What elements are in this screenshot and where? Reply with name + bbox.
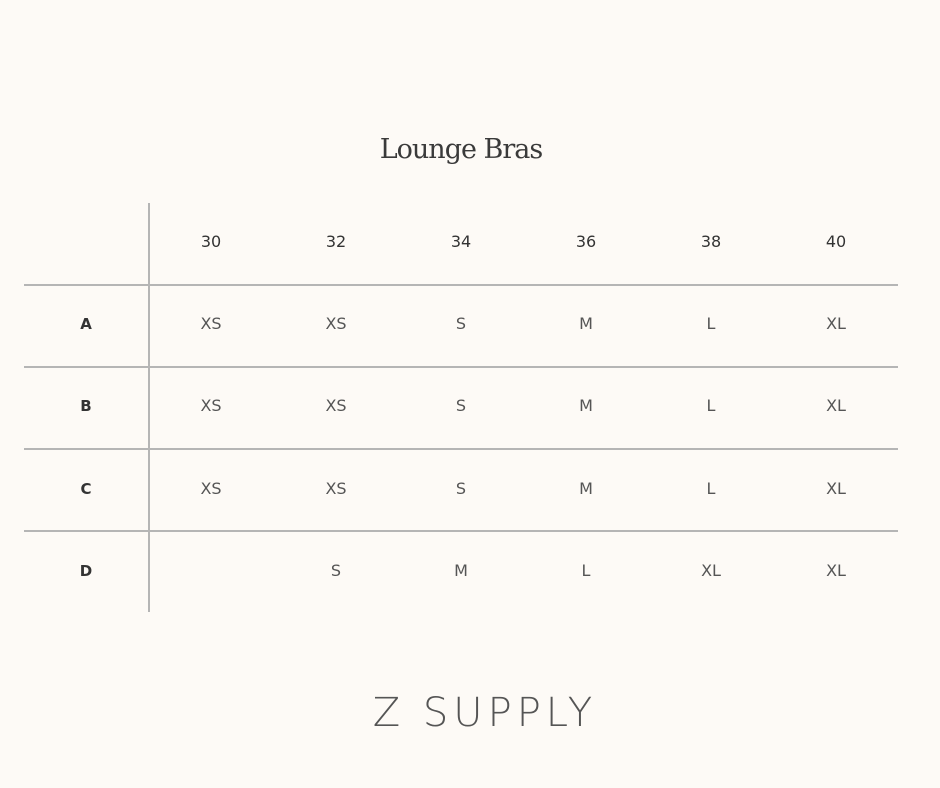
size-cell: M bbox=[579, 479, 593, 498]
row-label: B bbox=[80, 397, 92, 415]
size-cell: XS bbox=[200, 396, 222, 415]
size-cell: L bbox=[581, 561, 591, 580]
page-title: Lounge Bras bbox=[379, 134, 544, 165]
row-divider bbox=[24, 448, 898, 450]
size-cell: L bbox=[706, 314, 716, 333]
brand-logo: Z SUPPLY bbox=[372, 690, 598, 736]
size-cell: XL bbox=[826, 561, 846, 580]
row-label: C bbox=[80, 480, 92, 498]
column-header: 34 bbox=[450, 232, 472, 251]
size-cell: S bbox=[455, 314, 467, 333]
size-cell: XS bbox=[325, 396, 347, 415]
column-header: 30 bbox=[200, 232, 222, 251]
row-label: A bbox=[80, 315, 92, 333]
row-divider bbox=[24, 530, 898, 532]
row-label: D bbox=[79, 562, 93, 580]
size-cell: XL bbox=[826, 479, 846, 498]
size-cell: M bbox=[454, 561, 468, 580]
row-divider bbox=[24, 284, 898, 286]
column-header: 36 bbox=[575, 232, 597, 251]
column-header: 32 bbox=[325, 232, 347, 251]
size-cell: XL bbox=[701, 561, 721, 580]
size-cell: XS bbox=[325, 314, 347, 333]
size-cell: S bbox=[455, 396, 467, 415]
size-cell: XS bbox=[200, 314, 222, 333]
size-cell: XS bbox=[200, 479, 222, 498]
size-cell: L bbox=[706, 479, 716, 498]
size-cell: XS bbox=[325, 479, 347, 498]
column-header: 38 bbox=[700, 232, 722, 251]
size-cell: XL bbox=[826, 396, 846, 415]
size-cell: L bbox=[706, 396, 716, 415]
row-divider bbox=[24, 366, 898, 368]
size-cell: M bbox=[579, 314, 593, 333]
size-cell: S bbox=[330, 561, 342, 580]
size-cell: M bbox=[579, 396, 593, 415]
column-header: 40 bbox=[825, 232, 847, 251]
size-cell: XL bbox=[826, 314, 846, 333]
size-cell: S bbox=[455, 479, 467, 498]
column-divider bbox=[148, 203, 150, 612]
